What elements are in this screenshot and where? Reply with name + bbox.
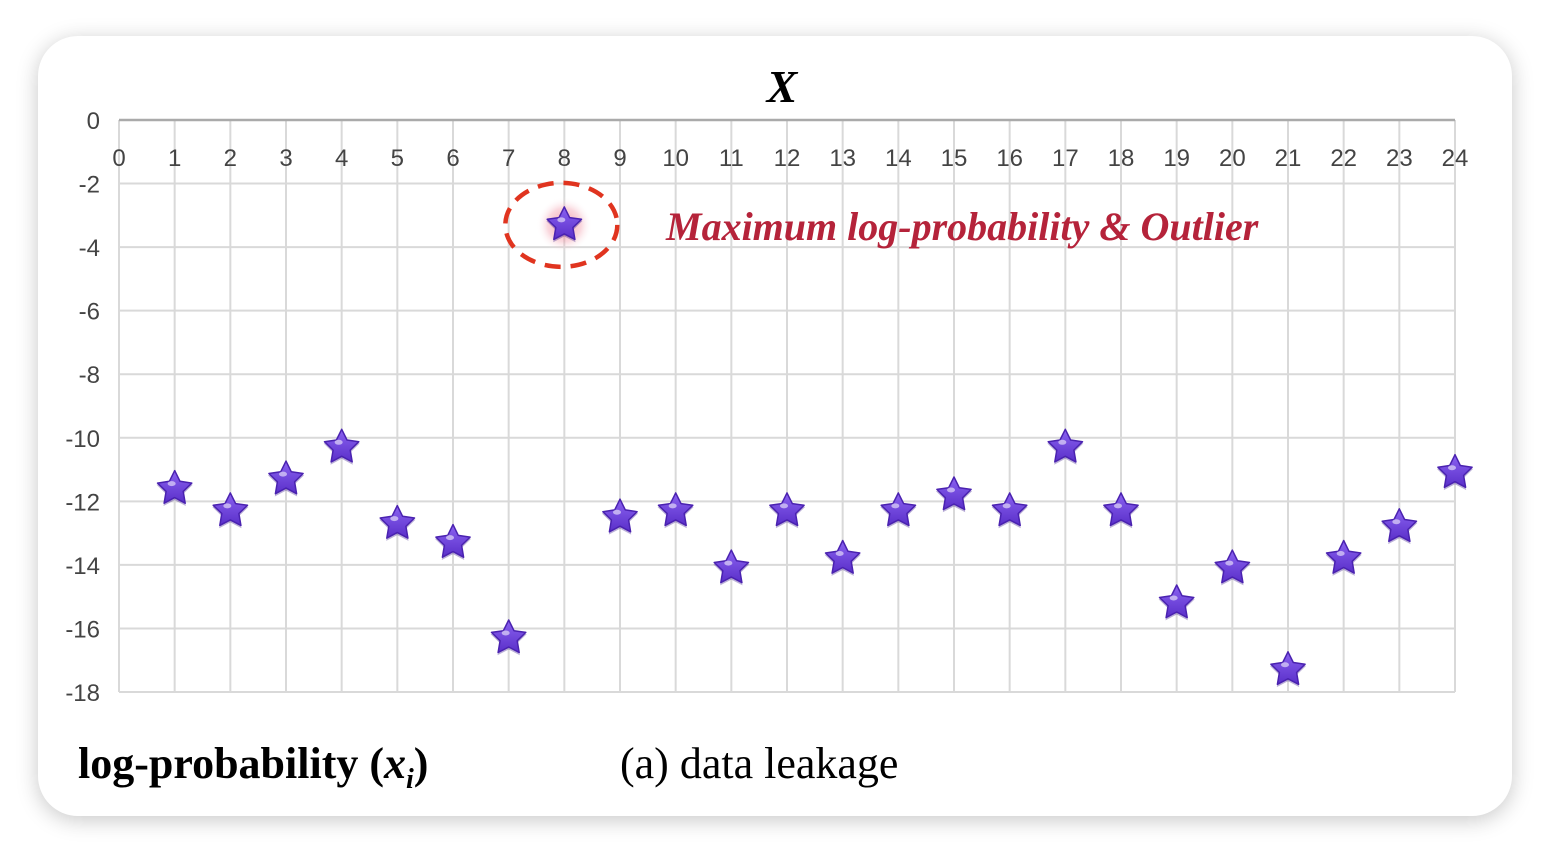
data-point-star: [212, 492, 249, 529]
data-point-star: [379, 504, 416, 541]
y-tick-label: -12: [65, 489, 100, 516]
y-axis-label-var: x: [384, 739, 407, 788]
data-point-star: [156, 469, 193, 506]
data-point-star: [935, 476, 973, 513]
data-point-star: [323, 428, 360, 465]
x-tick-label: 7: [502, 145, 515, 172]
data-point-star: [991, 492, 1028, 529]
data-point-star: [1381, 508, 1418, 545]
y-axis-label-sub: i: [406, 764, 414, 795]
y-tick-label: -16: [65, 616, 100, 643]
x-tick-label: 18: [1108, 145, 1135, 172]
y-tick-label: -6: [79, 299, 100, 326]
y-tick-label: -2: [79, 172, 100, 199]
x-tick-label: 14: [885, 145, 912, 172]
x-tick-label: 6: [446, 145, 459, 172]
x-tick-label: 15: [941, 145, 968, 172]
x-tick-label: 12: [774, 145, 801, 172]
data-points: [156, 206, 1474, 688]
x-tick-labels: 0 1 2 3 4 5 6 7 8 9 10 11 12 13 14 15 16 17 18 19 20 21 22 23 24: [112, 145, 1468, 172]
x-tick-label: 9: [613, 145, 626, 172]
x-tick-label: 20: [1219, 145, 1246, 172]
y-tick-label: -4: [79, 235, 100, 262]
figure-caption: (a) data leakage: [620, 739, 899, 788]
data-point-star: [1214, 549, 1251, 586]
data-point-star: [434, 523, 472, 560]
data-point-star: [1102, 492, 1140, 529]
outlier-circle: [503, 180, 620, 270]
data-point-star: [1436, 453, 1474, 491]
x-tick-label: 23: [1386, 145, 1413, 172]
data-point-star: [824, 539, 861, 576]
x-tick-label: 16: [996, 145, 1023, 172]
data-point-star: [1158, 584, 1195, 621]
y-tick-label: -14: [65, 553, 100, 580]
x-tick-label: 21: [1275, 145, 1302, 172]
y-axis-label-suffix: ): [413, 739, 429, 788]
data-point-star: [601, 498, 639, 535]
y-tick-label: -18: [65, 680, 100, 707]
x-tick-label: 0: [112, 145, 125, 172]
y-tick-labels: 0 -2 -4 -6 -8 -10 -12 -14 -16 -18: [65, 108, 100, 707]
data-point-star: [490, 619, 527, 656]
chart-card: [38, 36, 1512, 816]
y-tick-label: -8: [79, 362, 100, 389]
x-tick-label: 22: [1330, 145, 1357, 172]
chart-title: X: [765, 61, 799, 112]
x-tick-label: 8: [558, 145, 571, 172]
data-point-star: [1269, 651, 1307, 688]
data-point-star: [713, 549, 750, 586]
x-tick-label: 5: [391, 145, 404, 172]
x-tick-label: 17: [1052, 145, 1079, 172]
y-tick-label: 0: [87, 108, 100, 135]
data-point-star: [1047, 428, 1084, 465]
outlier-annotation: Maximum log-probability & Outlier: [665, 204, 1259, 249]
x-tick-label: 10: [662, 145, 689, 172]
x-tick-label: 1: [168, 145, 181, 172]
y-axis-label-prefix: log-probability (: [78, 739, 385, 788]
y-tick-label: -10: [65, 426, 100, 453]
y-axis-label: log-probability (xi): [78, 738, 428, 796]
x-tick-label: 13: [829, 145, 856, 172]
x-tick-label: 2: [224, 145, 237, 172]
data-point-star: [546, 206, 583, 243]
data-point-star: [1325, 539, 1362, 576]
data-point-star: [267, 460, 305, 497]
x-tick-label: 24: [1442, 145, 1469, 172]
x-tick-label: 4: [335, 145, 348, 172]
data-point-star: [657, 492, 694, 529]
x-tick-label: 11: [719, 145, 744, 172]
data-point-star: [880, 492, 917, 529]
x-tick-label: 3: [279, 145, 292, 172]
data-point-star: [768, 492, 806, 529]
x-tick-label: 19: [1163, 145, 1190, 172]
grid-lines: [118, 118, 1456, 693]
